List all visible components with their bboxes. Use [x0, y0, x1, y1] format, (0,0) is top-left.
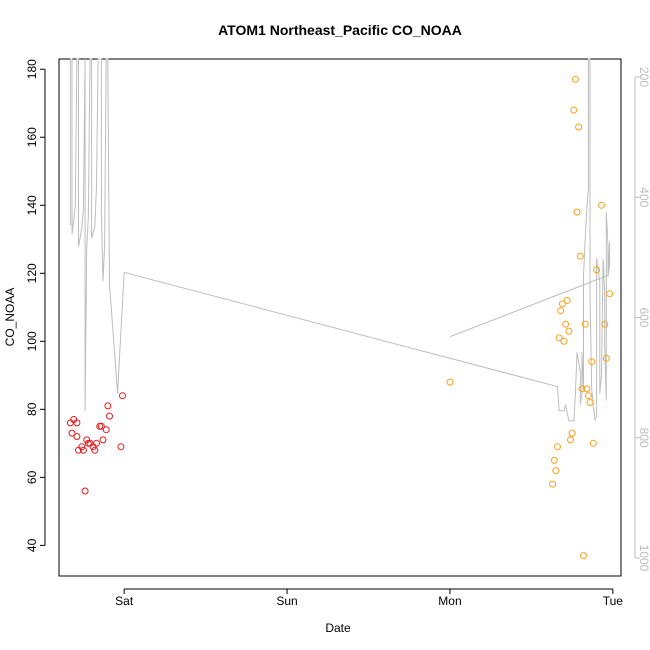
y-right-tick-label: 400	[637, 187, 650, 207]
data-point	[563, 297, 571, 304]
y-tick-label: 100	[25, 331, 39, 351]
data-point	[119, 392, 126, 400]
y-axis: 40 60 80 100 120 140 160 180	[25, 59, 46, 552]
data-point	[97, 422, 105, 430]
y-axis-right: 200 400 600 800 1000	[634, 67, 650, 572]
plot-frame	[58, 58, 622, 577]
data-point	[570, 106, 578, 114]
data-point	[589, 439, 597, 447]
data-point	[558, 300, 566, 308]
x-axis: Sat Sun Mon Tue	[115, 588, 624, 608]
data-point	[78, 443, 86, 451]
data-point	[565, 327, 573, 335]
data-point	[576, 252, 584, 260]
data-point	[81, 487, 89, 495]
x-tick-label: Sun	[276, 594, 297, 608]
data-point	[66, 419, 74, 427]
data-point	[586, 399, 594, 406]
data-point	[552, 467, 560, 475]
data-point	[562, 320, 570, 328]
data-point	[99, 436, 107, 444]
y-tick-label: 140	[25, 195, 39, 215]
data-point	[550, 456, 558, 464]
data-point	[606, 290, 614, 298]
y-right-tick-label: 800	[637, 428, 650, 448]
x-tick-label: Sat	[115, 594, 134, 608]
data-point	[91, 446, 99, 454]
data-point	[583, 385, 591, 393]
y-tick-label: 120	[25, 263, 39, 283]
data-point	[554, 443, 561, 451]
data-point	[575, 123, 583, 131]
y-right-tick-label: 600	[637, 307, 650, 327]
y-right-tick-label: 200	[637, 67, 650, 87]
data-point	[79, 446, 87, 454]
data-point	[602, 354, 610, 362]
data-point	[588, 358, 596, 366]
y-axis-label: CO_NOAA	[3, 288, 17, 347]
data-point	[549, 480, 557, 488]
data-point	[68, 429, 76, 437]
y-tick-label: 40	[25, 538, 39, 552]
x-tick-label: Tue	[603, 594, 624, 608]
data-point	[73, 433, 81, 440]
data-point	[117, 443, 125, 451]
data-point	[581, 320, 589, 328]
altitude-layer	[69, 58, 611, 422]
chart-title: ATOM1 Northeast_Pacific CO_NOAA	[218, 22, 462, 38]
y-right-tick-label: 1000	[637, 545, 650, 572]
data-point	[584, 392, 592, 400]
data-point	[104, 402, 112, 410]
data-point	[573, 208, 581, 216]
y-tick-label: 180	[25, 59, 39, 79]
data-point	[446, 378, 454, 386]
y-tick-label: 60	[25, 470, 39, 484]
data-point	[580, 552, 587, 560]
data-point	[557, 307, 565, 315]
data-point	[593, 266, 601, 274]
data-point	[568, 429, 576, 437]
data-point	[601, 320, 609, 328]
x-axis-label: Date	[325, 621, 351, 635]
data-point	[560, 337, 568, 345]
data-point	[106, 412, 113, 420]
altitude-line	[69, 58, 611, 422]
x-tick-label: Mon	[438, 594, 461, 608]
data-point	[598, 201, 605, 209]
y-tick-label: 80	[25, 402, 39, 416]
data-point	[555, 334, 563, 342]
y-tick-label: 160	[25, 127, 39, 147]
points-layer	[66, 75, 614, 560]
data-point	[571, 75, 579, 83]
data-point	[102, 426, 110, 434]
data-point	[93, 439, 100, 447]
data-point	[578, 385, 586, 393]
data-point	[567, 436, 574, 444]
data-point	[73, 419, 81, 427]
